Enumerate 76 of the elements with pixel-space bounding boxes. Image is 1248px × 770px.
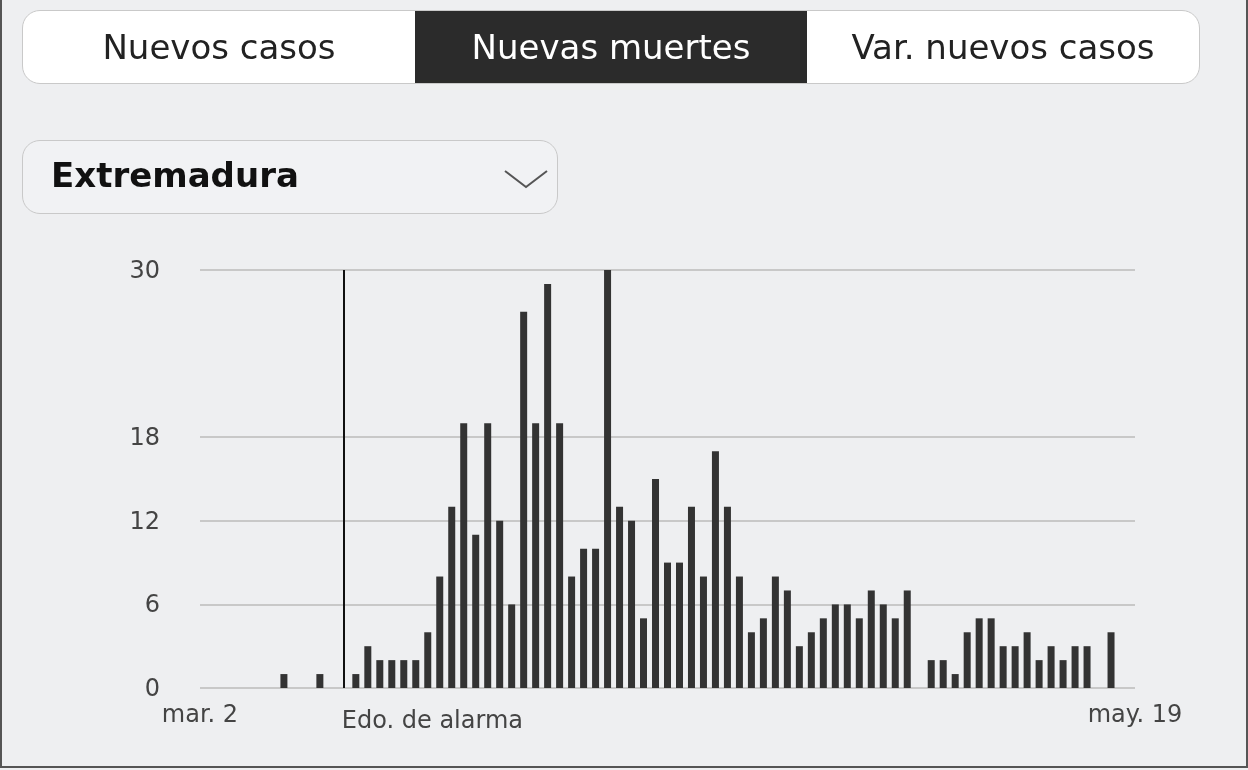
bar (975, 618, 983, 688)
text: Nuevas muertes (415, 11, 807, 83)
bar (484, 423, 492, 688)
bar (699, 576, 707, 688)
bar (436, 576, 444, 688)
bar (783, 590, 791, 688)
bar (1035, 660, 1043, 688)
bar (855, 618, 863, 688)
bar (807, 632, 815, 688)
bar (412, 660, 420, 688)
bar (759, 618, 767, 688)
bar (735, 576, 743, 688)
bar (364, 646, 372, 688)
bar (927, 660, 935, 688)
bar (879, 604, 887, 688)
bar (795, 646, 803, 688)
bar (1059, 660, 1067, 688)
bar (1071, 646, 1079, 688)
bar (1023, 632, 1031, 688)
bar (556, 423, 564, 688)
ref-line-label: Edo. de alarma (341, 706, 524, 734)
y-tick-label: 0 (144, 674, 160, 702)
bar (987, 618, 995, 688)
y-tick-label: 12 (129, 506, 160, 535)
bar (316, 674, 324, 688)
bar (352, 674, 360, 688)
bar (711, 451, 719, 688)
bar (520, 311, 528, 688)
bar (568, 576, 576, 688)
bar (376, 660, 384, 688)
bar (460, 423, 468, 688)
bar (592, 548, 600, 688)
bar (280, 674, 288, 688)
bar (496, 520, 504, 688)
bar (747, 632, 755, 688)
bar (723, 506, 731, 688)
bar (963, 632, 971, 688)
bar (388, 660, 396, 688)
bar (616, 506, 624, 688)
bar (939, 660, 947, 688)
bar (1047, 646, 1055, 688)
chart-title: Extremadura (51, 155, 299, 195)
bar (819, 618, 827, 688)
y-tick-label: 30 (129, 256, 160, 284)
bar (604, 270, 612, 688)
bar (843, 604, 851, 688)
bar (999, 646, 1007, 688)
bar (472, 534, 480, 688)
bar (687, 506, 695, 688)
bar (532, 423, 540, 688)
bar (903, 590, 911, 688)
bar (664, 562, 671, 688)
bar (675, 562, 683, 688)
bar (400, 660, 408, 688)
bar (1107, 632, 1115, 688)
text: Nuevos casos (101, 26, 337, 69)
y-tick-label: 18 (129, 423, 160, 452)
x-tick-label: may. 19 (1087, 700, 1183, 728)
bar (1083, 646, 1091, 688)
bar (448, 506, 456, 688)
bar (580, 548, 588, 688)
bar (867, 590, 875, 688)
bar (771, 576, 779, 688)
bar (891, 618, 899, 688)
bar (544, 283, 552, 688)
bar (508, 604, 516, 688)
bar (652, 479, 660, 688)
text: Var. nuevos casos (850, 26, 1156, 69)
bar (640, 618, 648, 688)
bar (831, 604, 839, 688)
y-tick-label: 6 (144, 590, 160, 619)
x-tick-label: mar. 2 (161, 700, 239, 728)
bar (1011, 646, 1019, 688)
bar (951, 674, 959, 688)
bar (628, 520, 636, 688)
bar (424, 632, 432, 688)
